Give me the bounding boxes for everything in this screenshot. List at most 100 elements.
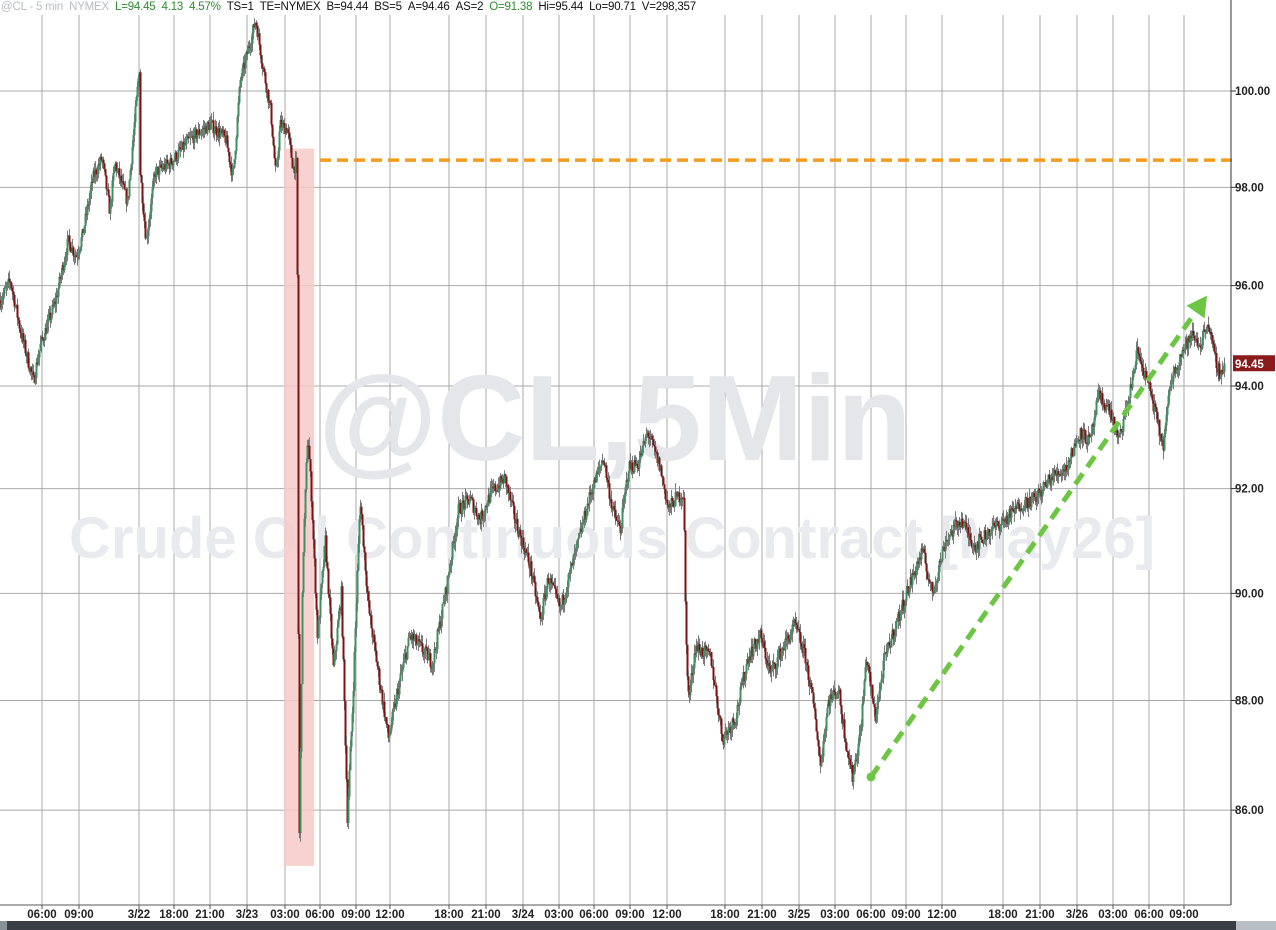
candle-body [1037,488,1040,498]
candle-body [185,139,188,145]
candle-body [129,169,132,181]
candle-body [401,668,404,673]
candle-body [288,132,291,139]
candle-body [660,465,663,477]
candle-body [137,77,140,87]
candle-body [330,613,333,639]
candle-body [391,711,394,725]
candle-body [165,159,168,170]
candle-body [14,305,17,307]
candle-body [360,506,363,515]
candle-body [840,705,843,715]
candle-body [175,152,178,162]
candle-body [1076,440,1079,443]
candle-body [126,196,129,205]
candle-body [1048,474,1051,480]
candle-body [37,357,40,365]
candle-body [122,181,125,184]
candle-body [607,479,610,484]
candle-body [771,666,774,670]
candle-body [449,563,452,572]
candle-body [367,591,370,601]
candle-body [1223,363,1226,372]
candle-body [433,648,436,663]
candle-body [800,643,803,647]
candle-body [789,635,792,643]
candle-body [1081,439,1084,441]
scroll-left-handle[interactable] [0,921,7,930]
candle-body [1187,335,1190,349]
candle-body [135,97,138,107]
candle-body [277,150,280,161]
candle-body [511,500,514,502]
candle-body [609,498,612,500]
candle-body [928,579,931,582]
candle-body [1105,405,1108,411]
candle-body [105,175,108,190]
candle-body [303,518,306,553]
x-tick-label: 06:00 [1134,909,1163,921]
candle-body [642,441,645,447]
candle-body [24,339,27,354]
candle-body [435,649,438,651]
candle-body [687,676,690,692]
candle-body [1181,350,1184,357]
ts-field: TS=1 [226,1,254,13]
candle-body [844,738,847,743]
candle-body [1139,356,1142,361]
candle-body [602,460,605,463]
candle-body [576,539,579,545]
candle-body [530,561,533,577]
candle-body [353,651,356,691]
candle-body [47,316,50,323]
candle-body [664,489,667,500]
candle-body [155,167,158,178]
candle-body [864,667,867,681]
candle-body [601,460,604,465]
candle-body [877,700,880,703]
candle-body [1012,508,1015,512]
candle-body [658,457,661,471]
y-tick-label: 94.00 [1235,381,1264,393]
candle-body [398,681,401,695]
candle-body [1154,403,1157,408]
candle-body [402,662,405,669]
candle-body [424,646,427,651]
candle-body [358,519,361,544]
candle-body [720,718,723,734]
candle-body [233,159,236,168]
candle-body [429,653,432,667]
x-tick-label: 12:00 [652,909,681,921]
candle-body [1060,473,1063,477]
candle-body [787,635,790,639]
candle-body [555,589,558,594]
candle-body [426,648,429,661]
candle-body [1111,419,1114,421]
candle-body [368,600,371,614]
candle-body [88,198,91,206]
candle-body [337,618,340,628]
candle-body [963,521,966,527]
candle-body [662,477,665,485]
candle-body [66,238,69,256]
candle-body [490,487,493,489]
candle-body [972,545,975,547]
candle-body [1201,337,1204,349]
candle-body [172,161,175,166]
candle-body [196,134,199,139]
candle-body [945,540,948,543]
x-tick-label: 06:00 [27,909,56,921]
horizontal-scrollbar[interactable] [0,921,1276,930]
scroll-thumb[interactable] [1236,921,1276,930]
candle-body [980,536,983,540]
candle-body [273,145,276,159]
candle-body [878,691,881,701]
candle-body [132,135,135,148]
candle-body [431,665,434,669]
candle-body [11,287,14,292]
candle-body [723,734,726,745]
candle-body [866,661,869,666]
candle-body [996,520,999,522]
candle-body [926,571,929,579]
